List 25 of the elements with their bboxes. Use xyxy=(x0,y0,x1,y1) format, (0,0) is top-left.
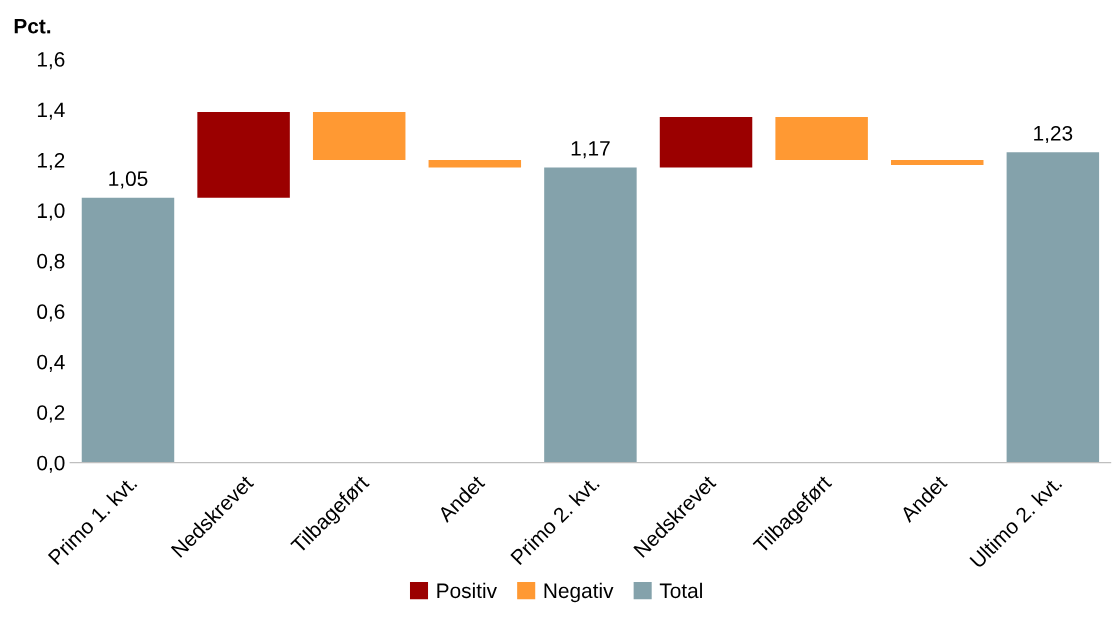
y-tick-label: 1,6 xyxy=(37,52,65,70)
bar xyxy=(544,167,637,463)
data-label: 1,05 xyxy=(109,171,148,189)
bar xyxy=(197,111,290,198)
bar xyxy=(81,197,175,463)
y-axis-title: Pct. xyxy=(14,19,51,34)
y-tick-label: 0,2 xyxy=(37,405,65,423)
y-tick-label: 0,6 xyxy=(37,304,65,322)
legend-label: Positiv xyxy=(437,582,497,599)
bar xyxy=(428,159,522,168)
y-tick-label: 0,4 xyxy=(37,354,65,372)
data-label: 1,17 xyxy=(571,141,610,159)
y-tick-label: 1,4 xyxy=(37,102,65,120)
bar xyxy=(891,159,984,165)
legend-label: Negativ xyxy=(544,582,614,603)
y-tick-label: 1,2 xyxy=(37,152,65,171)
y-tick-label: 1,0 xyxy=(37,203,65,221)
bar xyxy=(312,111,406,160)
bar xyxy=(775,117,868,160)
bar xyxy=(1006,152,1100,463)
data-label: 1,23 xyxy=(1034,125,1073,144)
bar xyxy=(659,117,753,168)
legend-label: Total xyxy=(659,582,702,599)
y-tick-label: 0,8 xyxy=(37,253,65,272)
y-tick-label: 0,0 xyxy=(37,455,65,473)
